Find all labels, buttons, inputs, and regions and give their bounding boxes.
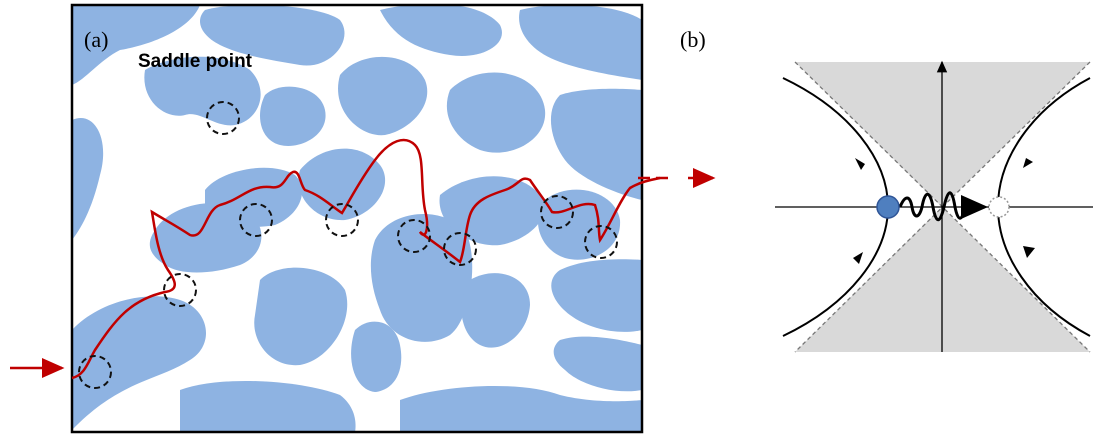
figure: (a) Saddle point (b) (0, 0, 1093, 435)
particle-ghost (989, 197, 1009, 217)
panel-label: (b) (680, 27, 706, 52)
region (351, 322, 401, 392)
particle (877, 196, 899, 218)
panel-label: (a) (84, 27, 108, 52)
annotation: Saddle point (138, 51, 253, 72)
